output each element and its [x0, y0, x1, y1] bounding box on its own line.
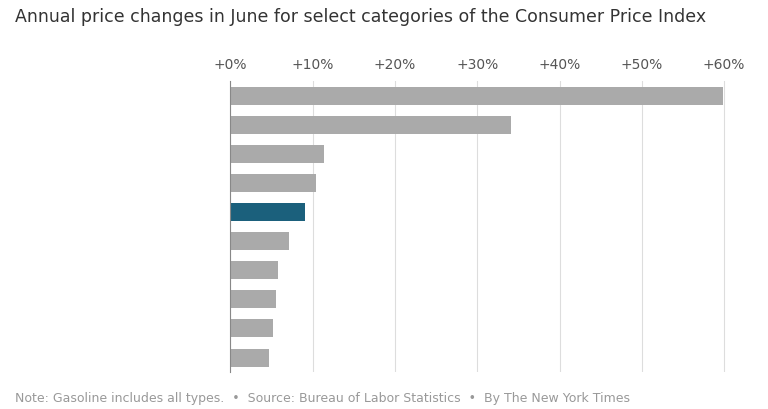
Bar: [230, 145, 324, 164]
Bar: [230, 116, 511, 135]
Bar: [230, 203, 305, 222]
Bar: [230, 174, 316, 193]
Bar: [230, 348, 269, 367]
Bar: [230, 290, 276, 309]
Text: Annual price changes in June for select categories of the Consumer Price Index: Annual price changes in June for select …: [15, 8, 707, 26]
Bar: [230, 232, 289, 251]
Bar: [230, 261, 278, 280]
Bar: [230, 87, 723, 106]
Bar: [230, 319, 273, 338]
Text: Note: Gasoline includes all types.  •  Source: Bureau of Labor Statistics  •  By: Note: Gasoline includes all types. • Sou…: [15, 391, 631, 404]
